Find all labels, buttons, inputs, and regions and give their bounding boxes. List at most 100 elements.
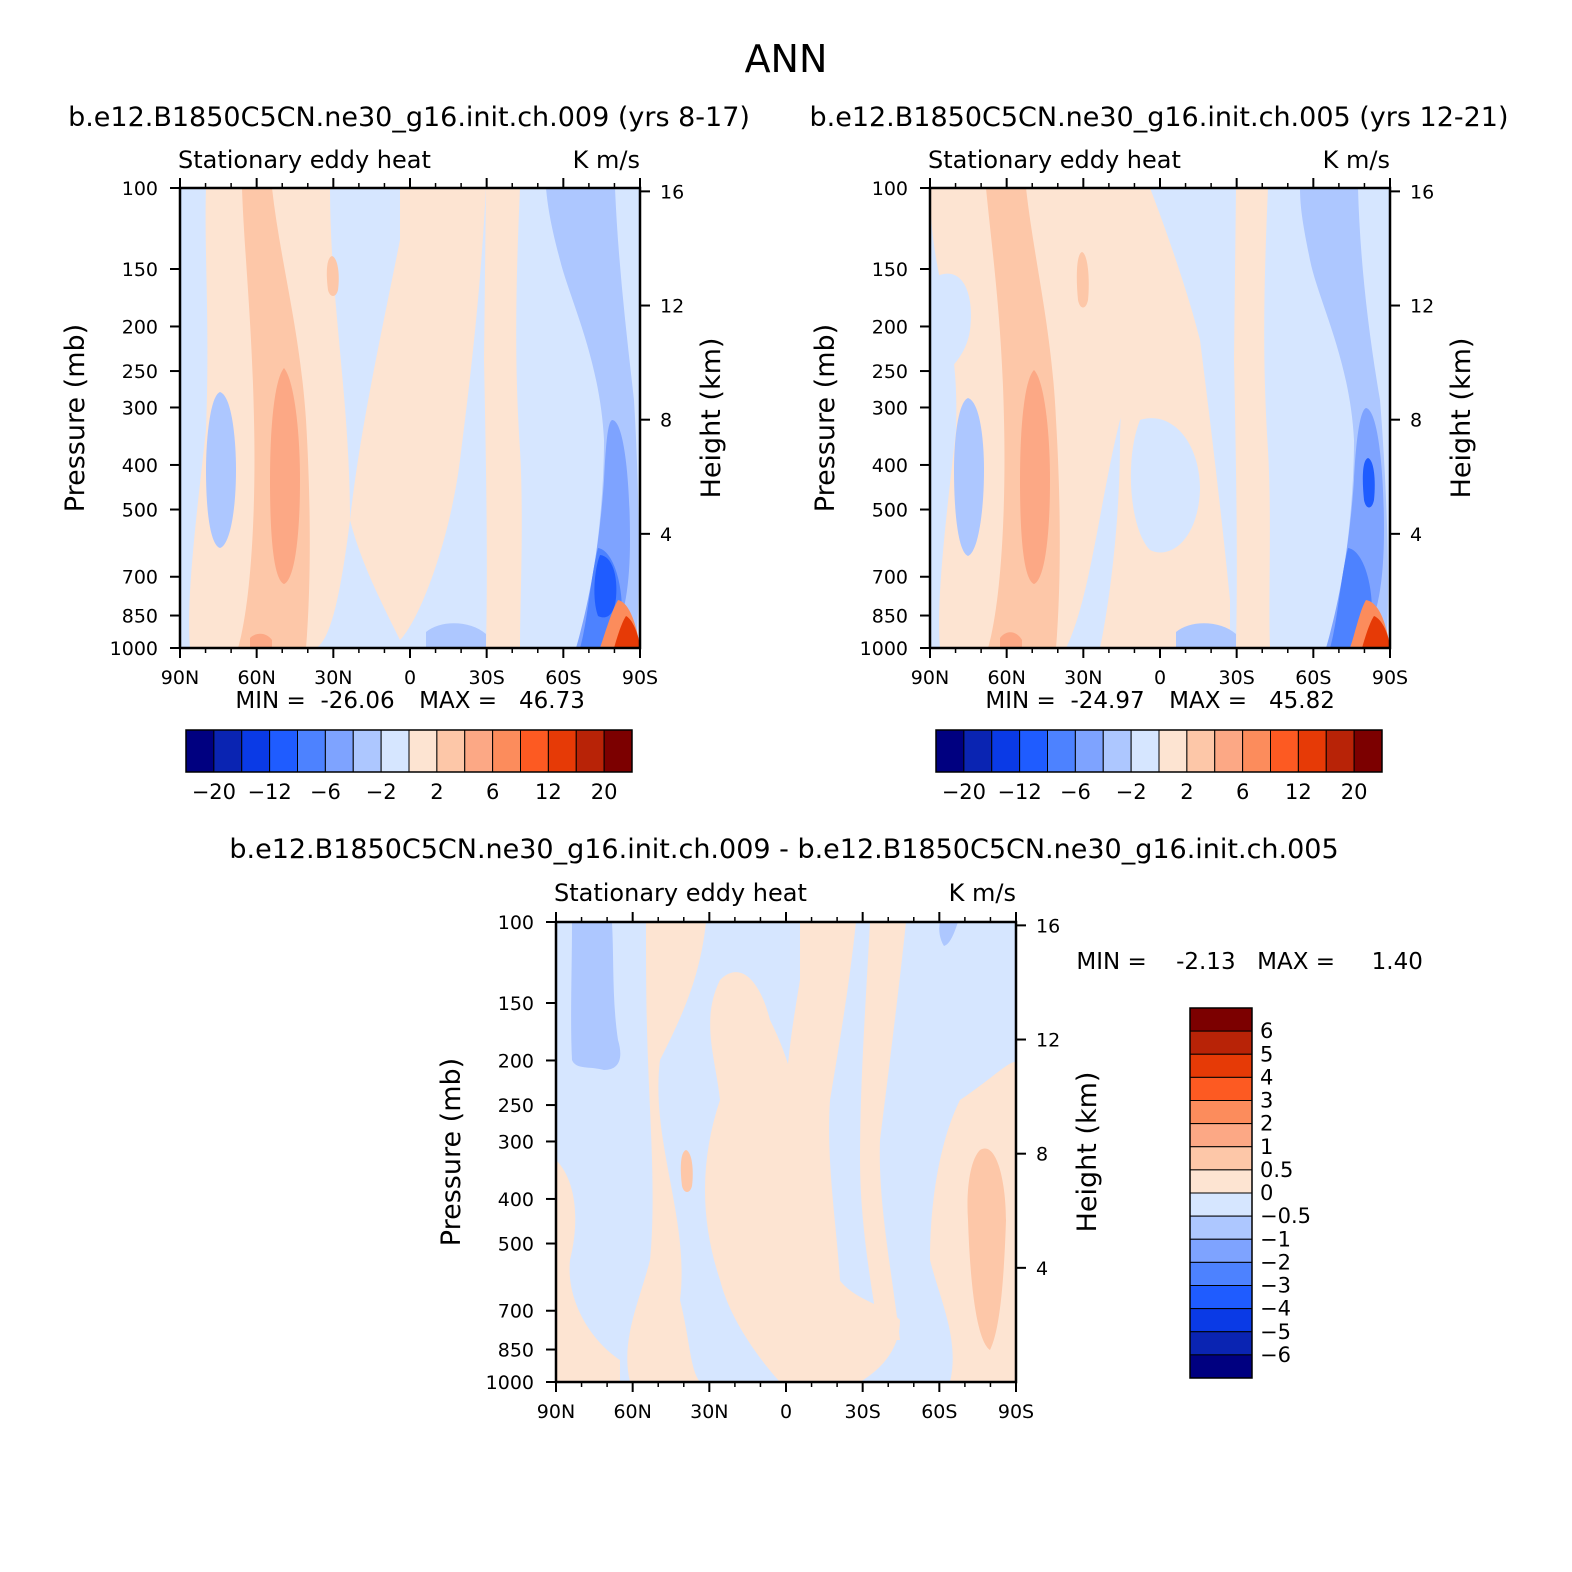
y-axis-label: Pressure (mb) [810, 324, 841, 512]
panel-2-region-equator-neg [1176, 623, 1236, 648]
panel-1-region-antarctic-pos2 [614, 616, 640, 648]
panel-3-contours [556, 922, 1016, 1382]
colorbar-box [520, 729, 549, 773]
colorbar-label: −20 [192, 780, 236, 804]
colorbar-label: −2 [1116, 780, 1147, 804]
y-tick-label: 700 [872, 567, 908, 589]
y-tick-label: 150 [122, 259, 158, 281]
panel-1-region-tropics-pos [350, 188, 486, 640]
y-right-tick-label: 8 [660, 410, 672, 432]
panel-3-right-label: K m/s [949, 879, 1016, 907]
colorbar-box [1353, 729, 1383, 773]
x-tick-label: 30N [690, 1401, 728, 1423]
y-tick-label: 250 [122, 361, 158, 383]
colorbar-box [1189, 1331, 1253, 1356]
colorbar-box [492, 729, 521, 773]
y-right-tick-label: 8 [1036, 1144, 1048, 1166]
colorbar-frame [935, 729, 1383, 773]
y-right-tick-label: 12 [1036, 1030, 1060, 1052]
colorbar-box [1189, 1030, 1253, 1055]
panel-2-region-surface-pos [1000, 632, 1022, 648]
colorbar-label: −4 [1260, 1297, 1291, 1321]
panel-2-region-tropics-pos [1100, 188, 1230, 648]
colorbar-box [1189, 1053, 1253, 1078]
colorbar-label: 2 [1260, 1112, 1273, 1136]
y-tick-label: 700 [122, 567, 158, 589]
colorbar-box [1189, 1192, 1253, 1217]
colorbar-box [1102, 729, 1132, 773]
colorbar-box [1242, 729, 1271, 773]
panel-1-min-text: MIN = -26.06 [235, 688, 394, 714]
y-tick-label: 300 [498, 1131, 534, 1153]
panel-2-region-polar-neg [954, 398, 984, 556]
colorbar-box [241, 729, 271, 773]
colorbar-label: 6 [1260, 1019, 1273, 1043]
x-tick-label: 60N [237, 667, 275, 689]
x-tick-label: 30S [469, 667, 505, 689]
colorbar-label: −3 [1260, 1274, 1291, 1298]
panel-2-region-antarctic-neg4 [1362, 458, 1375, 508]
y-right-tick-label: 16 [1410, 181, 1434, 203]
y-tick-label: 200 [122, 316, 158, 338]
y-tick-label: 700 [498, 1301, 534, 1323]
panel-3-region-upper-pos2 [680, 1150, 693, 1192]
panel-3-axes: 90N 60N 30N 0 30S 60S 90S 100 150 200 250 300 400 500… [436, 912, 1103, 1423]
panel-2-region-jet-core [1020, 370, 1050, 584]
colorbar-box [1189, 1076, 1253, 1101]
panel-3-case-title: b.e12.B1850C5CN.ne30_g16.init.ch.009 - b… [229, 834, 1338, 865]
colorbar-label: −6 [1260, 1343, 1291, 1367]
colorbar-label: 20 [1341, 780, 1368, 804]
y-tick-label: 200 [872, 316, 908, 338]
y-axis-label-right: Height (km) [696, 338, 727, 499]
y-tick-label: 150 [872, 259, 908, 281]
y-tick-label: 100 [122, 178, 158, 200]
y-tick-label: 850 [498, 1340, 534, 1362]
colorbar-box [963, 729, 993, 773]
y-axis-label: Pressure (mb) [436, 1058, 467, 1246]
panel-3-region-southern-pos [860, 922, 906, 1340]
panel-2-region-tropics-neg [1130, 418, 1200, 553]
panel-3-region-antarctic-neg [939, 922, 958, 946]
colorbar-label: 4 [1260, 1065, 1273, 1089]
colorbar-box [213, 729, 243, 773]
colorbar-box [1186, 729, 1216, 773]
y-right-tick-label: 4 [1036, 1258, 1048, 1280]
colorbar-box [1214, 729, 1244, 773]
colorbar-box [1189, 1100, 1253, 1125]
colorbar-box [1189, 1238, 1253, 1263]
panel-2-region-upper-pos [1076, 252, 1089, 308]
colorbar-box [1270, 729, 1299, 773]
y-tick-label: 300 [122, 397, 158, 419]
y-tick-label: 250 [498, 1095, 534, 1117]
colorbar-box [991, 729, 1021, 773]
colorbar-label: 20 [591, 780, 618, 804]
y-tick-label: 1000 [486, 1372, 534, 1394]
y-tick-label: 500 [498, 1234, 534, 1256]
colorbar-box [1158, 729, 1188, 773]
colorbar-label: 2 [430, 780, 443, 804]
panel-1-right-label: K m/s [573, 146, 640, 174]
y-tick-label: 500 [122, 500, 158, 522]
panel-3: b.e12.B1850C5CN.ne30_g16.init.ch.009 - b… [229, 834, 1422, 1423]
panel-1-case-title: b.e12.B1850C5CN.ne30_g16.init.ch.009 (yr… [68, 102, 750, 133]
y-tick-label: 400 [872, 455, 908, 477]
panel-3-region-antarctic-pos2 [967, 1148, 1006, 1350]
x-tick-label: 60S [1295, 667, 1331, 689]
colorbar-label: −12 [997, 780, 1041, 804]
y-tick-label: 500 [872, 500, 908, 522]
y-axis-label: Pressure (mb) [60, 324, 91, 512]
panel-1: b.e12.B1850C5CN.ne30_g16.init.ch.009 (yr… [60, 102, 750, 804]
panel-1-region-equator-neg [426, 623, 486, 648]
y-right-tick-label: 12 [660, 296, 684, 318]
y-axis-label-right: Height (km) [1072, 1072, 1103, 1233]
colorbar-label: −1 [1260, 1227, 1291, 1251]
colorbar-label: −12 [247, 780, 291, 804]
colorbar-box [297, 729, 326, 773]
colorbar-label: 1 [1260, 1135, 1273, 1159]
colorbar-box [464, 729, 494, 773]
panel-2-right-label: K m/s [1323, 146, 1390, 174]
x-tick-label: 90S [1372, 667, 1408, 689]
colorbar-label: −0.5 [1260, 1204, 1311, 1228]
x-tick-label: 60N [987, 667, 1025, 689]
